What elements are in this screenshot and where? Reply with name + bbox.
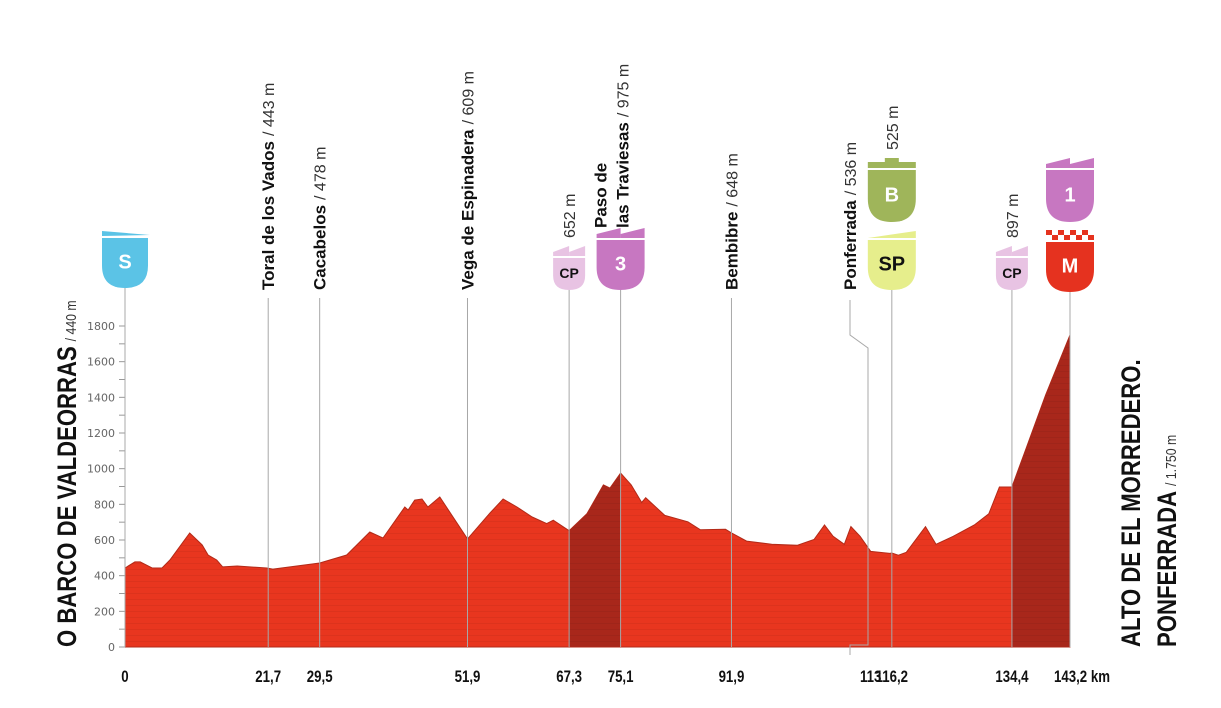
marker-finish: M <box>1046 230 1094 647</box>
marker-climb-cat-1: 1 <box>1046 158 1094 222</box>
y-tick-label: 0 <box>108 641 115 654</box>
y-tick-label: 1600 <box>87 356 115 369</box>
marker-shield-icon <box>1046 242 1094 292</box>
waypoint-altitude: / 609 m <box>460 71 477 124</box>
flag-icon <box>596 228 621 238</box>
x-tick-label: 116,2 <box>876 668 908 687</box>
marker-label: CP <box>1002 265 1021 281</box>
bonus-top-icon <box>884 158 899 163</box>
checkered-flag-icon <box>1052 235 1058 240</box>
waypoint-label: Vega de Espinadera / 609 m <box>458 71 477 290</box>
marker-label: M <box>1062 256 1079 278</box>
profile-texture <box>125 334 1070 647</box>
y-tick-label: 600 <box>94 534 115 547</box>
marker-label: SP <box>878 254 905 276</box>
start-location-label: O BARCO DE VALDEORRAS / 440 m <box>53 300 83 647</box>
waypoint-altitude: / 536 m <box>843 142 860 195</box>
start-altitude: / 440 m <box>63 300 79 341</box>
y-tick-label: 1400 <box>87 391 115 404</box>
flag-icon <box>102 231 150 236</box>
waypoint-label: las Traviesas / 975 m <box>614 64 633 228</box>
marker-shield-icon <box>867 170 916 222</box>
waypoint-name: las Traviesas <box>614 122 633 228</box>
checkered-flag-icon <box>1082 230 1088 235</box>
finish-location-label: PONFERRADA / 1.750 m <box>1153 435 1183 647</box>
start-name: O BARCO DE VALDEORRAS <box>53 346 83 647</box>
checkered-flag-icon <box>1064 235 1070 240</box>
checkered-flag-icon <box>1070 230 1076 235</box>
flag-icon <box>995 246 1012 256</box>
y-tick-label: 400 <box>94 570 115 583</box>
x-tick-label: 51,9 <box>455 668 481 687</box>
waypoint-label: Paso de <box>592 163 611 228</box>
x-tick-label: 143,2 km <box>1054 668 1110 687</box>
waypoint-altitude: / 975 m <box>616 64 633 117</box>
marker-shield-icon <box>596 240 645 290</box>
marker-shield-icon <box>102 238 148 288</box>
sprint-top-icon <box>867 231 916 238</box>
checkered-flag-icon <box>1058 230 1064 235</box>
waypoint-altitude: / 648 m <box>724 153 741 206</box>
checkered-flag-icon <box>1046 230 1052 235</box>
waypoint-name: Bembibre <box>722 212 741 290</box>
marker-shield-icon <box>995 258 1028 290</box>
finish-name: PONFERRADA <box>1153 491 1183 647</box>
marker-label: S <box>118 252 131 274</box>
waypoint-name: Paso de <box>592 163 611 228</box>
marker-shield-icon <box>867 240 916 290</box>
x-tick-label: 75,1 <box>608 668 634 687</box>
waypoint-label: Cacabelos / 478 m <box>311 147 330 290</box>
flag-icon <box>553 246 570 256</box>
waypoint-label: Ponferrada / 536 m <box>841 142 860 290</box>
flag-icon <box>569 246 586 256</box>
marker-start: S <box>102 231 150 647</box>
x-tick-label: 0 <box>121 668 128 687</box>
waypoint-name: Vega de Espinadera <box>458 129 477 290</box>
flag-icon <box>620 228 645 238</box>
x-tick-label: 67,3 <box>556 668 582 687</box>
y-tick-label: 1800 <box>87 320 115 333</box>
waypoint-label: Toral de los Vados / 443 m <box>259 83 278 290</box>
waypoint-name: Ponferrada <box>841 200 860 290</box>
y-tick-label: 200 <box>94 605 115 618</box>
marker-sprint: SP <box>867 231 916 647</box>
x-tick-label: 113 <box>860 668 881 687</box>
waypoint-name: Cacabelos <box>311 205 330 290</box>
waypoint-label: Bembibre / 648 m <box>722 153 741 290</box>
bonus-top-icon <box>867 162 916 168</box>
marker-bonus: B 525 m <box>867 106 916 222</box>
flag-icon <box>1070 158 1094 168</box>
y-tick-label: 1000 <box>87 463 115 476</box>
flag-icon <box>1011 246 1028 256</box>
marker-label: 1 <box>1064 184 1075 206</box>
marker-altitude: 897 m <box>1005 194 1022 238</box>
marker-label: CP <box>559 265 578 281</box>
waypoint-stem <box>849 300 869 655</box>
waypoint-name: Toral de los Vados <box>259 141 278 290</box>
checkered-flag-icon <box>1088 235 1094 240</box>
marker-label: B <box>885 184 899 206</box>
finish-altitude: / 1.750 m <box>1163 435 1179 486</box>
waypoint-altitude: / 443 m <box>261 83 278 136</box>
finish-location-label: ALTO DE EL MORREDERO. <box>1117 359 1147 647</box>
marker-altitude: 652 m <box>562 194 579 238</box>
marker-checkpoint: CP 897 m <box>995 194 1028 647</box>
waypoint-altitude: / 478 m <box>313 147 330 200</box>
x-tick-label: 91,9 <box>719 668 745 687</box>
y-tick-label: 1200 <box>87 427 115 440</box>
x-tick-label: 29,5 <box>307 668 333 687</box>
x-tick-label: 134,4 <box>995 668 1029 687</box>
marker-shield-icon <box>553 258 586 290</box>
marker-shield-icon <box>1046 170 1094 222</box>
y-tick-label: 800 <box>94 498 115 511</box>
finish-name: ALTO DE EL MORREDERO. <box>1117 359 1147 647</box>
marker-climb-cat-3: 3 <box>596 228 645 647</box>
checkered-flag-icon <box>1076 235 1082 240</box>
marker-label: 3 <box>615 254 626 276</box>
marker-checkpoint: CP 652 m <box>553 194 586 647</box>
marker-altitude: 525 m <box>885 106 902 150</box>
flag-icon <box>1046 158 1070 168</box>
x-tick-label: 21,7 <box>255 668 281 687</box>
